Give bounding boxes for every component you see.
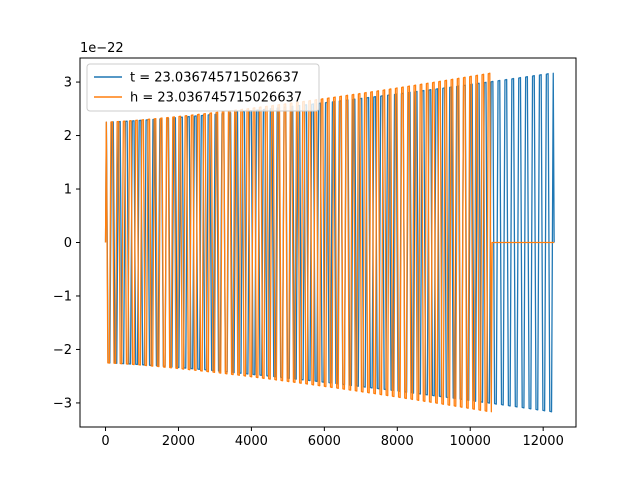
y-tick-label: 2 — [64, 129, 72, 144]
y-axis: −3 −2 −1 0 1 2 3 — [53, 76, 80, 411]
legend-entry-1: t = 23.036745715026637 — [130, 71, 299, 86]
y-tick-label: −2 — [53, 343, 72, 358]
y-tick-label: 0 — [64, 236, 72, 251]
series-line-1 — [104, 72, 555, 413]
series-layer — [104, 72, 555, 413]
x-tick-label: 4000 — [235, 434, 268, 449]
legend-box — [86, 63, 320, 112]
y-tick-label: −3 — [53, 396, 72, 411]
x-tick-label: 2000 — [162, 434, 195, 449]
x-axis: 0 2000 4000 6000 8000 10000 12000 — [101, 427, 564, 449]
legend: t = 23.036745715026637 h = 23.03674571502… — [86, 63, 320, 112]
legend-entry-2: h = 23.036745715026637 — [130, 91, 302, 106]
x-tick-label: 12000 — [522, 434, 563, 449]
x-tick-label: 8000 — [381, 434, 414, 449]
y-offset-label: 1e−22 — [80, 41, 124, 56]
x-tick-label: 0 — [101, 434, 109, 449]
y-tick-label: 1 — [64, 183, 72, 198]
series-line-2 — [104, 72, 555, 413]
x-tick-label: 6000 — [308, 434, 341, 449]
y-tick-label: 3 — [64, 76, 72, 91]
x-tick-label: 10000 — [450, 434, 491, 449]
y-tick-label: −1 — [53, 289, 72, 304]
